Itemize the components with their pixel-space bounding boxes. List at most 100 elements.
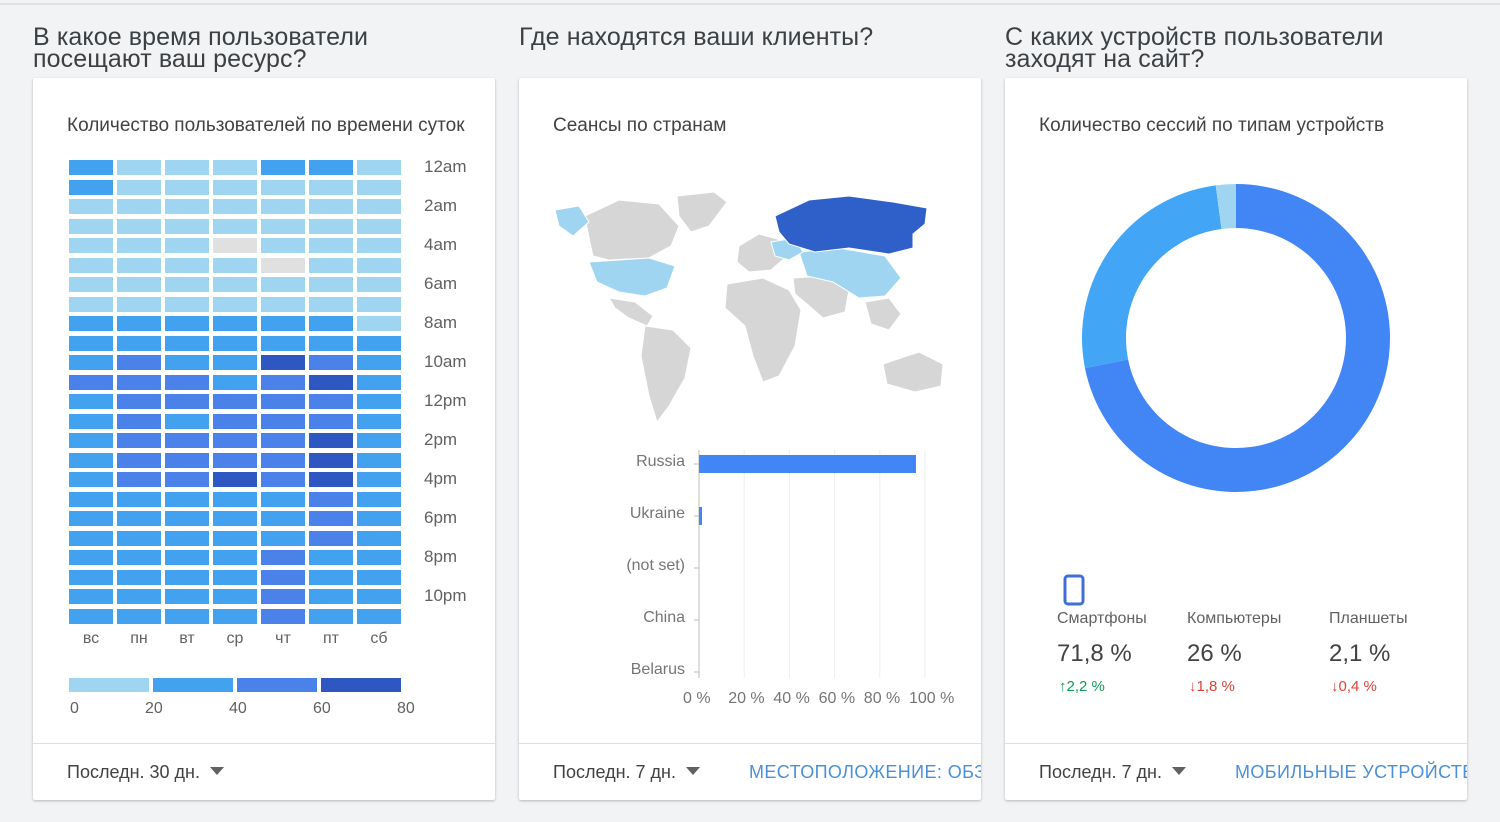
heatmap-cell[interactable] bbox=[213, 374, 257, 390]
heatmap-cell[interactable] bbox=[213, 511, 257, 526]
world-map[interactable] bbox=[549, 186, 969, 426]
heatmap-cell[interactable] bbox=[165, 316, 209, 331]
mobile-report-link[interactable]: МОБИЛЬНЫЕ УСТРОЙСТВА bbox=[1235, 762, 1467, 782]
heatmap-cell[interactable] bbox=[165, 569, 209, 585]
heatmap-cell[interactable] bbox=[69, 199, 113, 214]
heatmap-cell[interactable] bbox=[69, 238, 113, 253]
heatmap-cell[interactable] bbox=[117, 394, 161, 409]
heatmap-cell[interactable] bbox=[165, 374, 209, 390]
heatmap-cell[interactable] bbox=[261, 355, 305, 370]
heatmap-cell[interactable] bbox=[165, 530, 209, 546]
period-dropdown[interactable]: Последн. 30 дн. bbox=[67, 762, 224, 783]
heatmap-cell[interactable] bbox=[309, 257, 353, 273]
heatmap-cell[interactable] bbox=[357, 238, 401, 253]
heatmap-cell[interactable] bbox=[309, 374, 353, 390]
heatmap-cell[interactable] bbox=[213, 550, 257, 565]
heatmap-cell[interactable] bbox=[69, 472, 113, 487]
heatmap-cell[interactable] bbox=[165, 160, 209, 175]
heatmap-cell[interactable] bbox=[213, 491, 257, 507]
heatmap-cell[interactable] bbox=[309, 589, 353, 604]
heatmap-cell[interactable] bbox=[261, 608, 305, 624]
heatmap-cell[interactable] bbox=[309, 569, 353, 585]
heatmap-cell[interactable] bbox=[309, 491, 353, 507]
heatmap-cell[interactable] bbox=[309, 277, 353, 292]
heatmap-cell[interactable] bbox=[261, 472, 305, 487]
heatmap-cell[interactable] bbox=[357, 433, 401, 448]
heatmap-cell[interactable] bbox=[117, 277, 161, 292]
heatmap-cell[interactable] bbox=[261, 277, 305, 292]
heatmap-cell[interactable] bbox=[309, 608, 353, 624]
heatmap-cell[interactable] bbox=[69, 452, 113, 468]
heatmap-cell[interactable] bbox=[261, 530, 305, 546]
heatmap-cell[interactable] bbox=[69, 355, 113, 370]
heatmap-cell[interactable] bbox=[69, 296, 113, 312]
period-dropdown[interactable]: Последн. 7 дн. bbox=[1039, 762, 1186, 783]
heatmap-cell[interactable] bbox=[213, 530, 257, 546]
heatmap-cell[interactable] bbox=[165, 472, 209, 487]
heatmap-cell[interactable] bbox=[117, 296, 161, 312]
heatmap-cell[interactable] bbox=[261, 394, 305, 409]
heatmap-cell[interactable] bbox=[357, 569, 401, 585]
heatmap-cell[interactable] bbox=[165, 218, 209, 234]
heatmap-cell[interactable] bbox=[117, 160, 161, 175]
bar-russia[interactable] bbox=[699, 455, 916, 473]
heatmap-cell[interactable] bbox=[261, 413, 305, 429]
heatmap-cell[interactable] bbox=[213, 160, 257, 175]
bar-ukraine[interactable] bbox=[699, 507, 702, 525]
heatmap-cell[interactable] bbox=[309, 355, 353, 370]
heatmap-cell[interactable] bbox=[309, 238, 353, 253]
heatmap-cell[interactable] bbox=[309, 550, 353, 565]
heatmap-cell[interactable] bbox=[261, 374, 305, 390]
heatmap-cell[interactable] bbox=[357, 491, 401, 507]
heatmap-cell[interactable] bbox=[117, 218, 161, 234]
heatmap-cell[interactable] bbox=[69, 569, 113, 585]
heatmap-cell[interactable] bbox=[309, 218, 353, 234]
heatmap-cell[interactable] bbox=[117, 355, 161, 370]
heatmap-cell[interactable] bbox=[165, 238, 209, 253]
heatmap-cell[interactable] bbox=[309, 179, 353, 195]
heatmap-cell[interactable] bbox=[165, 394, 209, 409]
heatmap-cell[interactable] bbox=[117, 491, 161, 507]
heatmap-cell[interactable] bbox=[69, 608, 113, 624]
heatmap-cell[interactable] bbox=[213, 452, 257, 468]
heatmap-cell[interactable] bbox=[261, 589, 305, 604]
heatmap-cell[interactable] bbox=[69, 179, 113, 195]
heatmap-cell[interactable] bbox=[309, 452, 353, 468]
heatmap-cell[interactable] bbox=[357, 530, 401, 546]
heatmap-cell[interactable] bbox=[261, 335, 305, 351]
heatmap-cell[interactable] bbox=[261, 491, 305, 507]
heatmap-cell[interactable] bbox=[69, 491, 113, 507]
heatmap-cell[interactable] bbox=[69, 550, 113, 565]
location-report-link[interactable]: МЕСТОПОЛОЖЕНИЕ: ОБЗОР bbox=[749, 762, 981, 782]
heatmap-cell[interactable] bbox=[309, 433, 353, 448]
heatmap-cell[interactable] bbox=[69, 394, 113, 409]
heatmap-cell[interactable] bbox=[213, 413, 257, 429]
heatmap-cell[interactable] bbox=[261, 569, 305, 585]
heatmap-cell[interactable] bbox=[213, 296, 257, 312]
donut-slice[interactable] bbox=[1215, 184, 1236, 229]
heatmap-cell[interactable] bbox=[165, 199, 209, 214]
heatmap-cell[interactable] bbox=[213, 218, 257, 234]
heatmap-cell[interactable] bbox=[357, 413, 401, 429]
heatmap-cell[interactable] bbox=[309, 511, 353, 526]
heatmap-cell[interactable] bbox=[357, 257, 401, 273]
heatmap-cell[interactable] bbox=[213, 433, 257, 448]
heatmap-cell[interactable] bbox=[357, 277, 401, 292]
heatmap-cell[interactable] bbox=[309, 394, 353, 409]
heatmap-cell[interactable] bbox=[213, 355, 257, 370]
heatmap-cell[interactable] bbox=[213, 394, 257, 409]
heatmap-cell[interactable] bbox=[69, 257, 113, 273]
heatmap-cell[interactable] bbox=[117, 530, 161, 546]
heatmap-cell[interactable] bbox=[261, 452, 305, 468]
heatmap-cell[interactable] bbox=[165, 335, 209, 351]
heatmap-cell[interactable] bbox=[165, 179, 209, 195]
heatmap-cell[interactable] bbox=[357, 355, 401, 370]
heatmap-cell[interactable] bbox=[213, 238, 257, 253]
heatmap-cell[interactable] bbox=[357, 472, 401, 487]
heatmap-cell[interactable] bbox=[261, 550, 305, 565]
heatmap-cell[interactable] bbox=[357, 452, 401, 468]
heatmap-cell[interactable] bbox=[261, 257, 305, 273]
heatmap-cell[interactable] bbox=[213, 277, 257, 292]
heatmap-cell[interactable] bbox=[165, 511, 209, 526]
heatmap-cell[interactable] bbox=[117, 257, 161, 273]
